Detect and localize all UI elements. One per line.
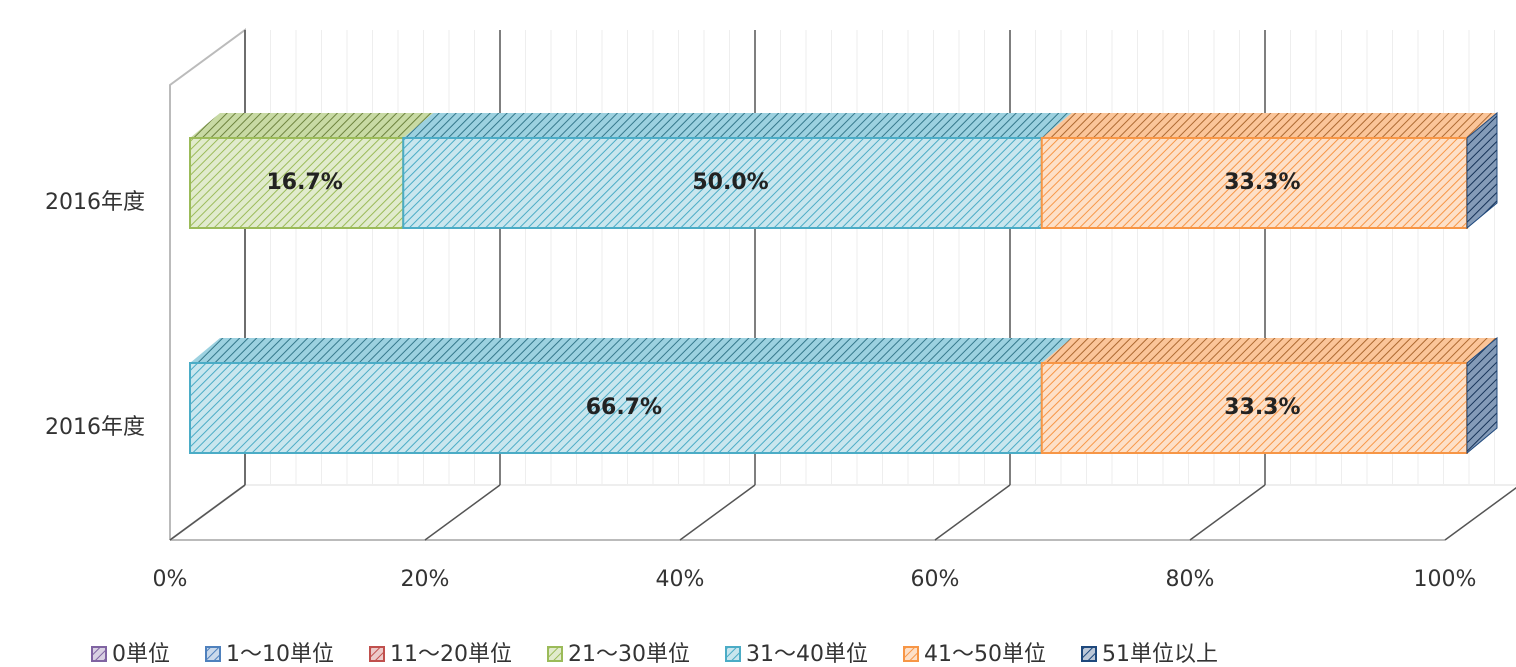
bar	[189, 137, 405, 229]
legend-swatch	[205, 646, 221, 662]
value-label: 33.3%	[1224, 170, 1300, 195]
value-label: 66.7%	[586, 395, 662, 420]
value-label: 33.3%	[1224, 395, 1300, 420]
bar-top	[190, 338, 1072, 363]
bar-top	[403, 113, 1072, 138]
bar	[1040, 362, 1469, 454]
legend-swatch	[903, 646, 919, 662]
legend-label: 31～40単位	[746, 642, 868, 667]
floor-grid-line	[679, 484, 756, 541]
bar-side	[1466, 336, 1498, 455]
legend-swatch	[91, 646, 107, 662]
floor-grid-line	[424, 484, 501, 541]
bar-top	[1041, 338, 1497, 363]
bar-side	[1466, 111, 1498, 230]
side-wall	[169, 28, 246, 541]
legend-label: 0単位	[112, 642, 170, 667]
x-tick-label: 40%	[656, 567, 705, 592]
legend-label: 51単位以上	[1102, 642, 1218, 667]
x-tick-label: 20%	[401, 567, 450, 592]
y-tick-label: 2016年度	[45, 190, 145, 215]
x-tick-label: 60%	[911, 567, 960, 592]
x-tick-label: 80%	[1166, 567, 1215, 592]
legend-label: 11～20単位	[390, 642, 512, 667]
legend-swatch	[1081, 646, 1097, 662]
legend-label: 21～30単位	[568, 642, 690, 667]
legend-label: 41～50単位	[924, 642, 1046, 667]
floor-grid-line	[1444, 487, 1516, 541]
floor-grid-line	[169, 484, 246, 541]
floor-grid-line	[934, 484, 1011, 541]
bar-top	[190, 113, 434, 138]
value-label: 50.0%	[692, 170, 768, 195]
bar-top	[1041, 113, 1497, 138]
bar	[189, 362, 1043, 454]
legend-label: 1～10単位	[226, 642, 334, 667]
x-tick-label: 100%	[1414, 567, 1477, 592]
legend-swatch	[547, 646, 563, 662]
y-tick-label: 2016年度	[45, 415, 145, 440]
x-tick-label: 0%	[153, 567, 188, 592]
legend-swatch	[725, 646, 741, 662]
floor-grid-line	[1189, 484, 1266, 541]
bar	[402, 137, 1043, 229]
value-label: 16.7%	[266, 170, 342, 195]
legend-swatch	[369, 646, 385, 662]
